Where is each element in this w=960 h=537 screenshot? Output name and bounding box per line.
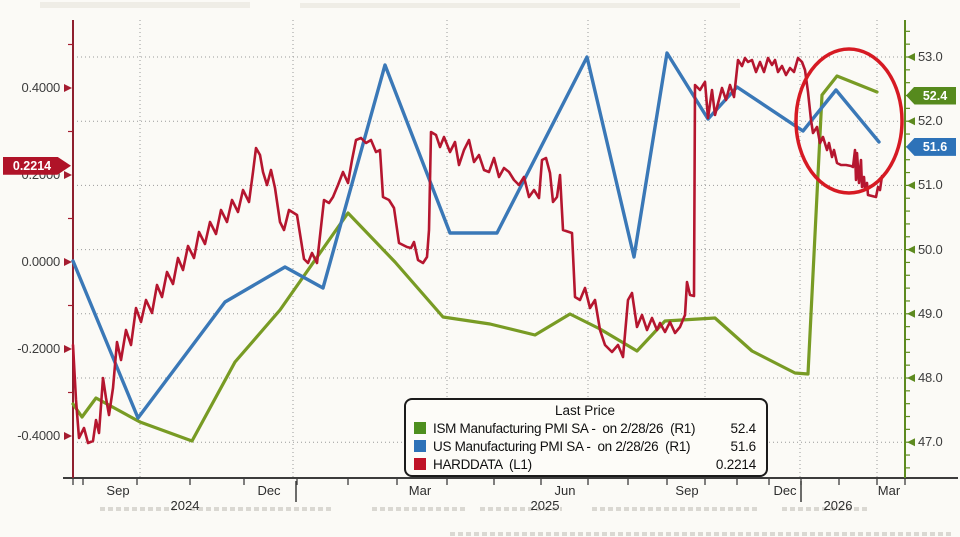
- legend-last-value: 52.4: [730, 420, 757, 436]
- right-axis-arrow-tick: [907, 117, 915, 126]
- artifact-smudge: [40, 2, 250, 8]
- left-axis-arrow-tick: [64, 432, 72, 440]
- x-axis-month-label: Dec: [257, 483, 281, 498]
- right-axis-tick-label: 52.0: [918, 113, 943, 129]
- legend-series-label: ISM Manufacturing PMI SA - on 2/28/26 (R…: [433, 420, 696, 436]
- legend-series-label: US Manufacturing PMI SA - on 2/28/26 (R1…: [433, 438, 691, 454]
- left-axis-tick-label: -0.2000: [17, 341, 60, 356]
- right-axis-tick-label: 53.0: [918, 49, 943, 64]
- x-axis-year-label: 2024: [170, 498, 200, 513]
- right-axis-arrow-tick: [907, 309, 915, 318]
- right-axis-tick-label: 49.0: [918, 305, 943, 321]
- left-axis-arrow-tick: [64, 345, 72, 353]
- x-axis-year-label: 2026: [823, 498, 853, 513]
- last-price-badge-us-pmi: 51.6: [906, 137, 956, 156]
- artifact-smudge: [300, 3, 740, 8]
- x-axis-month-label: Sep: [675, 483, 699, 498]
- series-line-harddata: [71, 56, 884, 445]
- left-axis-tick-label: -0.4000: [17, 428, 60, 443]
- right-axis-tick-label: 51.0: [918, 177, 943, 193]
- series-line-ism-manufacturing-pmi-sa: [71, 74, 879, 443]
- highlight-ellipse-annotation: [794, 47, 904, 195]
- legend-row: HARDDATA (L1) 0.2214: [414, 455, 756, 473]
- left-axis-arrow-tick: [64, 258, 72, 266]
- legend-swatch-icon: [414, 422, 426, 434]
- right-axis-arrow-tick: [907, 181, 915, 190]
- series-line-us-manufacturing-pmi-sa: [71, 51, 881, 420]
- x-axis-month-label: Mar: [877, 483, 901, 498]
- legend-series-label: HARDDATA (L1): [433, 456, 532, 472]
- legend-title: Last Price: [554, 403, 616, 418]
- right-axis-arrow-tick: [907, 374, 915, 382]
- x-axis-month-label: Mar: [408, 483, 432, 498]
- right-axis-tick-label: 50.0: [918, 241, 943, 257]
- chart-legend: Last Price ISM Manufacturing PMI SA - on…: [404, 398, 768, 477]
- right-axis-tick-label: 47.0: [918, 434, 943, 450]
- left-axis-arrow-tick: [64, 84, 72, 92]
- legend-last-value: 0.2214: [715, 456, 756, 472]
- x-axis-month-label: Dec: [773, 483, 797, 498]
- right-axis-arrow-tick: [907, 438, 915, 447]
- last-price-badge-harddata: 0.2214: [3, 156, 71, 175]
- legend-rows: ISM Manufacturing PMI SA - on 2/28/26 (R…: [414, 419, 756, 473]
- left-axis-tick-label: 0.0000: [21, 254, 60, 269]
- legend-last-value: 51.6: [730, 438, 757, 454]
- last-price-badge-ism: 52.4: [906, 86, 956, 105]
- right-axis-tick-label: 48.0: [918, 370, 943, 385]
- x-axis-month-label: Jun: [554, 483, 576, 498]
- left-axis-arrow-tick: [64, 171, 72, 179]
- right-axis-arrow-tick: [907, 245, 915, 254]
- legend-row: US Manufacturing PMI SA - on 2/28/26 (R1…: [414, 437, 756, 455]
- x-axis-year-label: 2025: [530, 498, 560, 513]
- right-axis-arrow-tick: [907, 53, 915, 61]
- x-axis-month-label: Sep: [106, 483, 130, 498]
- left-axis-tick-label: 0.4000: [21, 80, 60, 95]
- legend-swatch-icon: [414, 458, 426, 470]
- legend-row: ISM Manufacturing PMI SA - on 2/28/26 (R…: [414, 419, 756, 437]
- legend-swatch-icon: [414, 440, 426, 452]
